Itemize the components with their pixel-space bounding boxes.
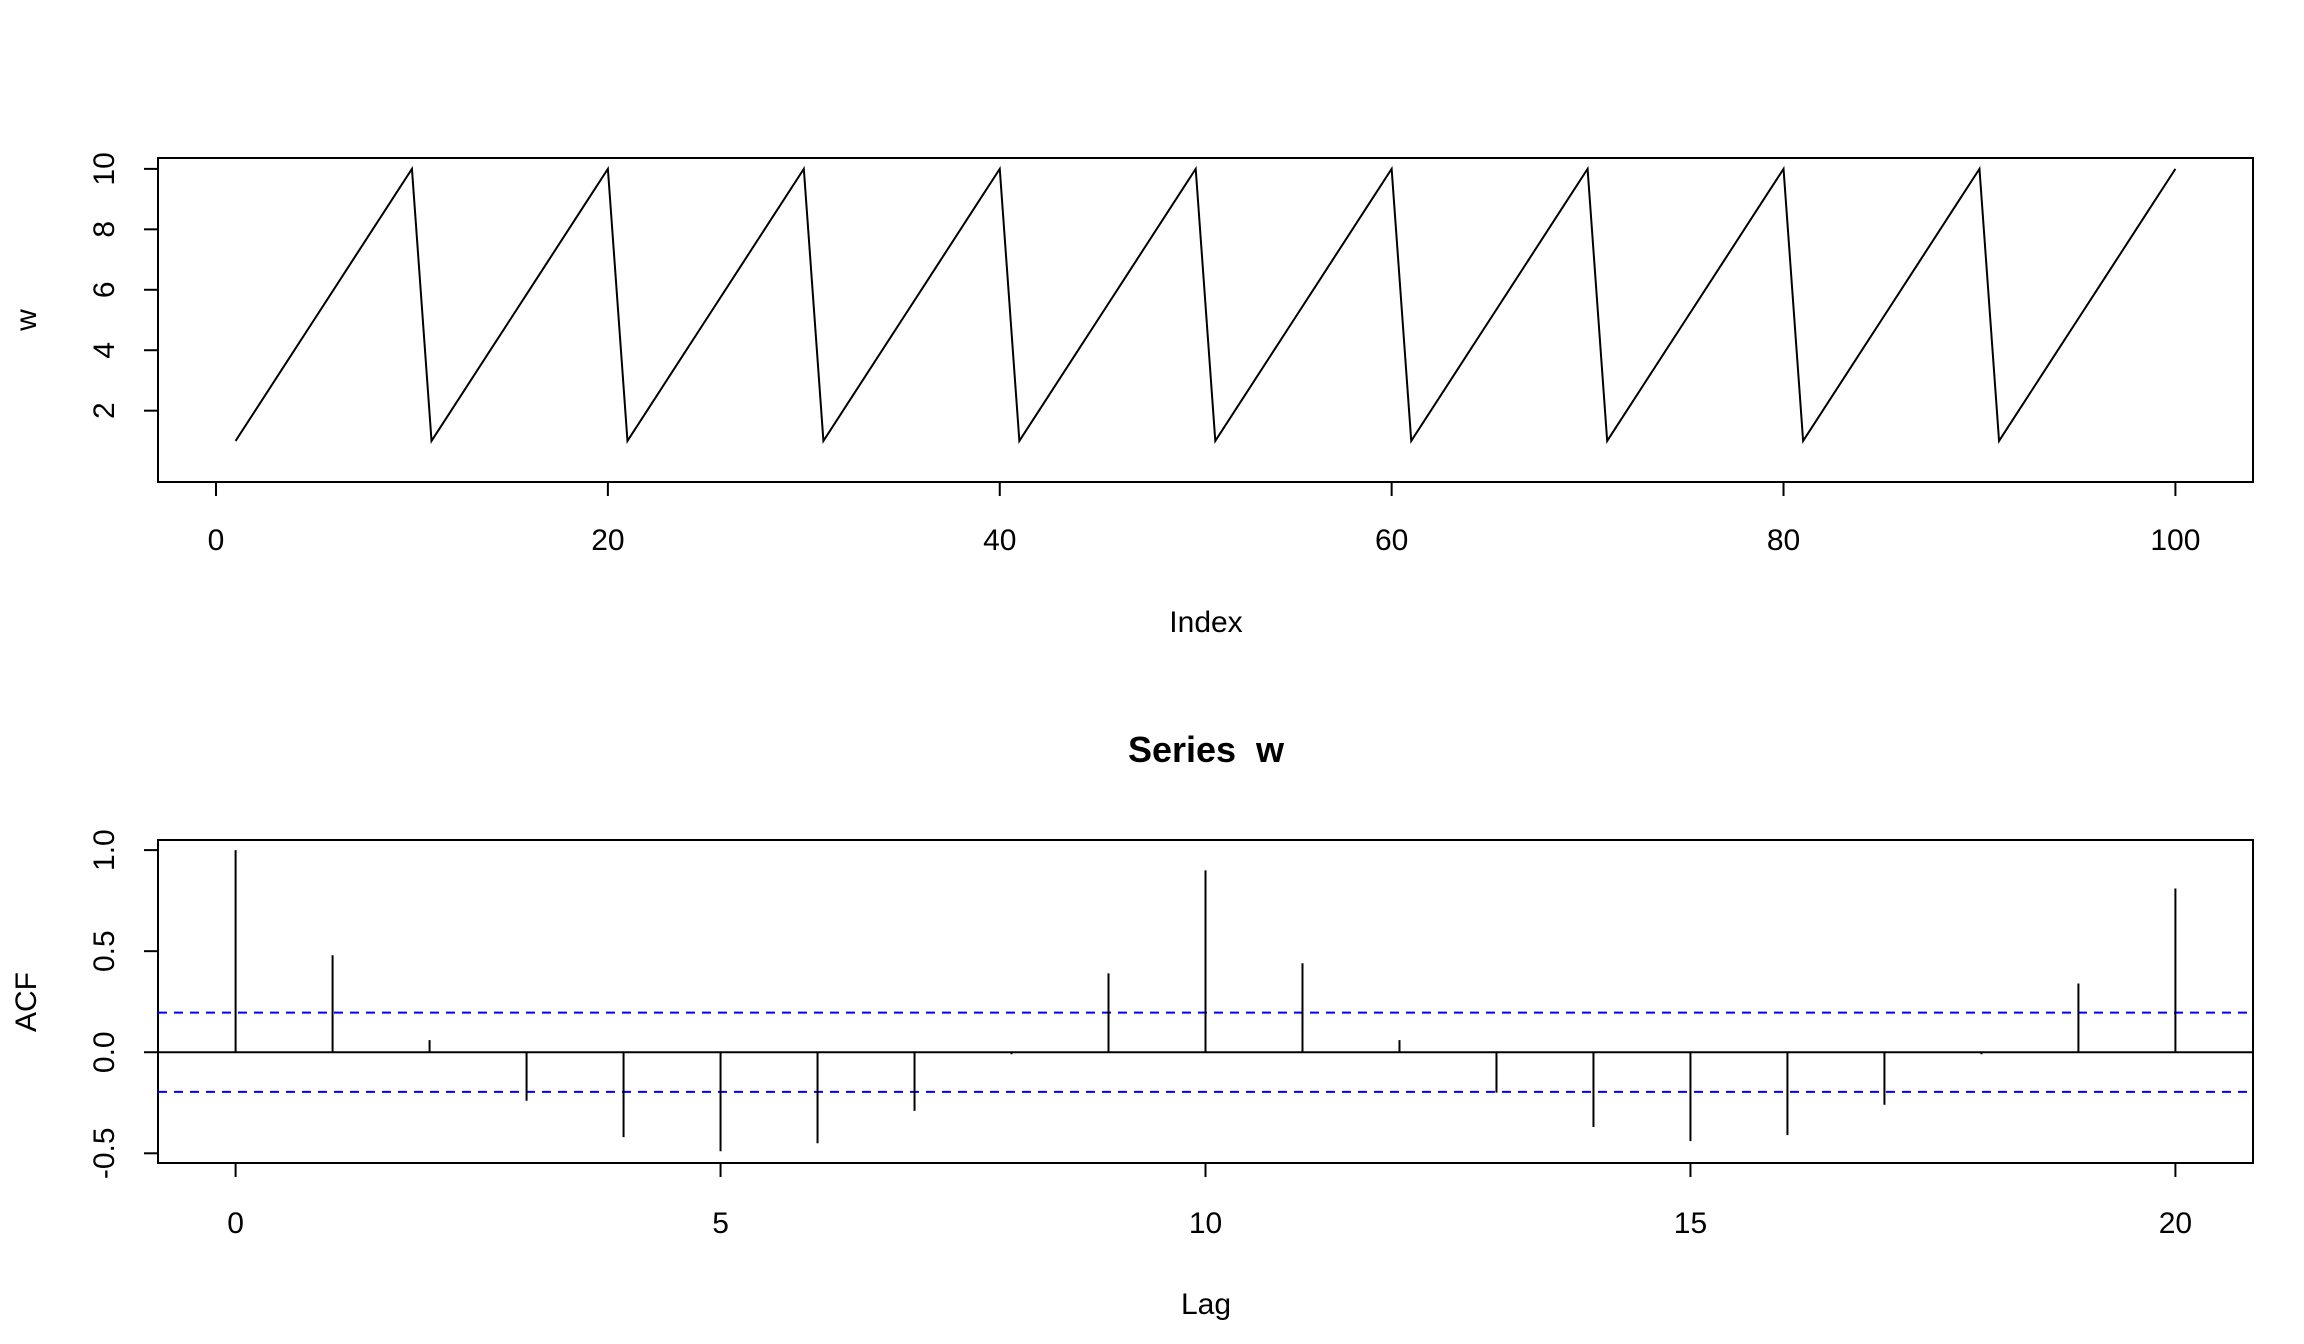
acf-x-tick-label: 5	[712, 1207, 729, 1240]
top-x-tick-label: 20	[591, 524, 624, 557]
top-y-axis-label: w	[10, 309, 43, 332]
acf-bars	[234, 850, 2177, 1152]
top-x-tick-label: 80	[1767, 524, 1800, 557]
acf-y-tick-label: 1.0	[88, 829, 121, 871]
line-plot-panel: 0 20 40 60 80 100 2 4 6 8 10 Index w	[10, 152, 2254, 639]
w-series-line	[234, 165, 2177, 444]
top-y-axis: 2 4 6 8 10	[88, 152, 159, 419]
top-y-tick-label: 4	[88, 342, 121, 359]
acf-y-axis-label: ACF	[10, 972, 43, 1032]
top-x-tick-label: 0	[208, 524, 225, 557]
acf-x-tick-label: 10	[1189, 1207, 1222, 1240]
top-x-tick-label: 60	[1375, 524, 1408, 557]
top-plot-frame	[157, 157, 2254, 483]
acf-plot-title: Series w	[1128, 729, 1285, 770]
top-y-tick-label: 6	[88, 281, 121, 298]
acf-x-axis-label: Lag	[1181, 1288, 1231, 1321]
top-series	[234, 165, 2177, 444]
acf-x-tick-label: 0	[227, 1207, 244, 1240]
top-x-tick-label: 100	[2150, 524, 2200, 557]
acf-y-axis: -0.5 0.0 0.5 1.0	[88, 829, 159, 1179]
top-x-tick-label: 40	[983, 524, 1016, 557]
top-y-tick-label: 10	[88, 152, 121, 185]
acf-plot-panel: Series w 0 5 10 15 20 -0.5 0.0 0.5 1.0 Lag ACF	[10, 729, 2254, 1321]
top-y-tick-label: 8	[88, 221, 121, 238]
top-y-tick-label: 2	[88, 402, 121, 419]
acf-y-tick-label: 0.5	[88, 930, 121, 972]
acf-x-tick-label: 15	[1674, 1207, 1707, 1240]
acf-y-tick-label: 0.0	[88, 1031, 121, 1073]
acf-x-tick-label: 20	[2159, 1207, 2192, 1240]
top-x-axis: 0 20 40 60 80 100	[208, 481, 2200, 557]
acf-y-tick-label: -0.5	[88, 1127, 121, 1179]
acf-x-axis: 0 5 10 15 20	[227, 1162, 2192, 1240]
top-x-axis-label: Index	[1169, 606, 1242, 639]
